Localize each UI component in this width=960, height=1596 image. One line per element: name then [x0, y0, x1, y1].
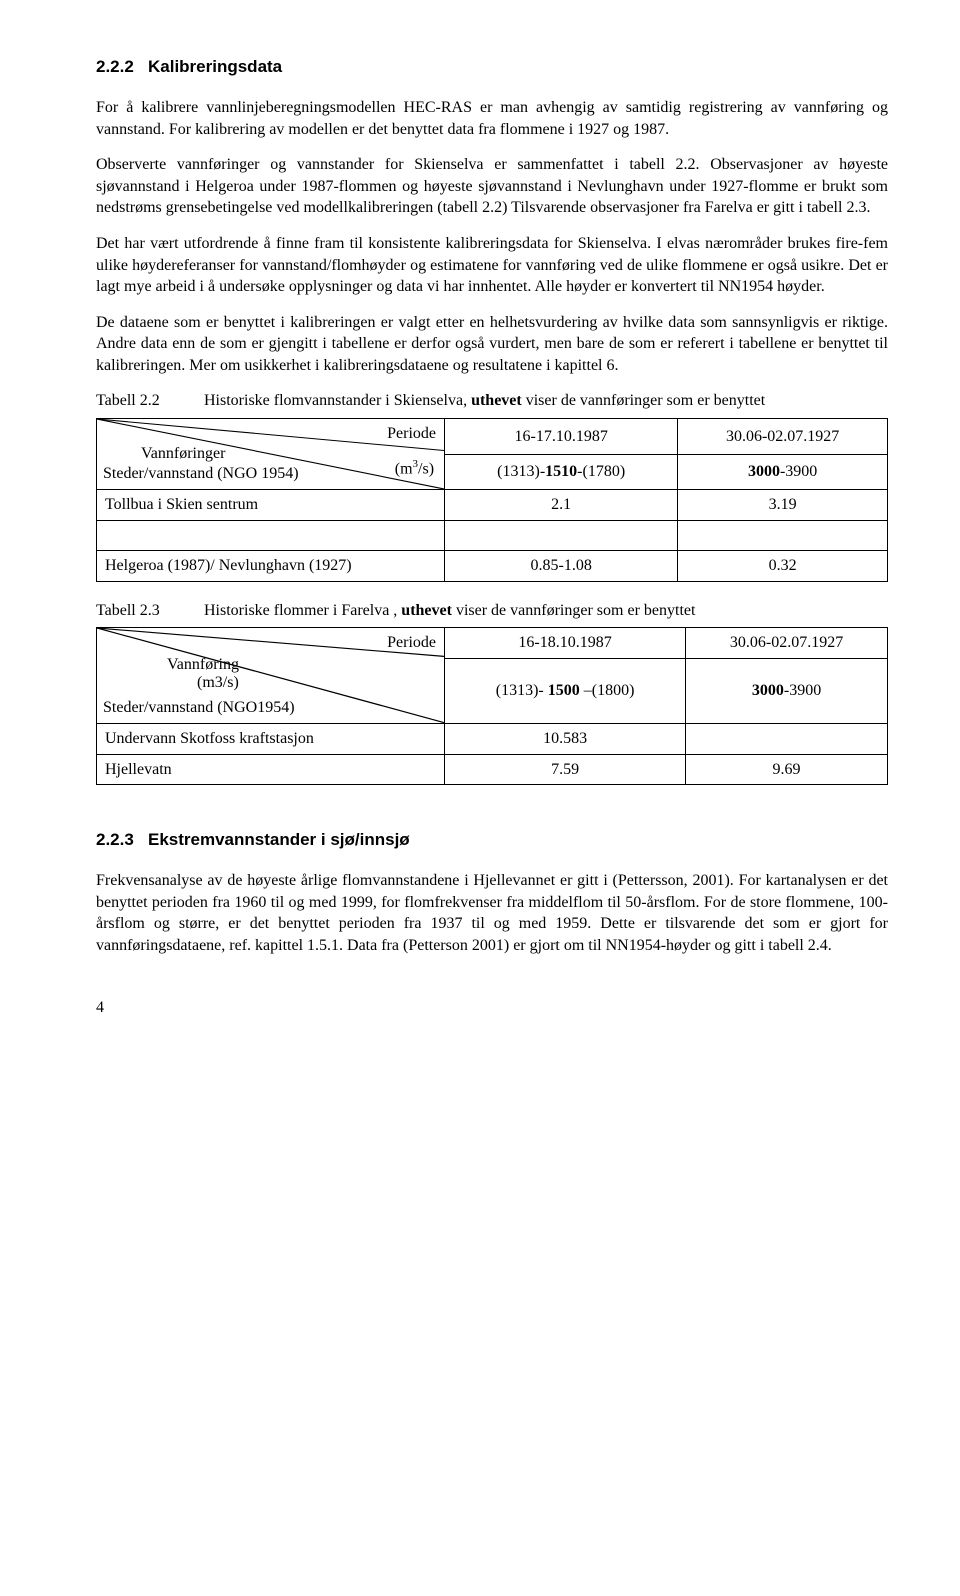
paragraph: Frekvensanalyse av de høyeste årlige flo…: [96, 870, 888, 956]
table-row: [97, 520, 888, 551]
section-number: 2.2.2: [96, 57, 134, 76]
table-cell: 7.59: [445, 754, 686, 785]
diag-steder: Steder/vannstand (NGO1954): [103, 697, 295, 719]
row-label: Tollbua i Skien sentrum: [97, 490, 445, 521]
section-title: Kalibreringsdata: [148, 57, 282, 76]
table-cell: 9.69: [686, 754, 888, 785]
table-label: Tabell 2.3: [96, 600, 204, 622]
col-header: 16-18.10.1987: [445, 628, 686, 659]
diag-unit: (m3/s): [197, 672, 239, 694]
table-cell: 3.19: [678, 490, 888, 521]
diag-header-cell: Periode Vannføring (m3/s) Steder/vannsta…: [97, 628, 445, 724]
table-22-caption: Tabell 2.2 Historiske flomvannstander i …: [96, 390, 888, 412]
row-label: Hjellevatn: [97, 754, 445, 785]
table-cell: (1313)- 1500 –(1800): [445, 659, 686, 724]
table-row: Helgeroa (1987)/ Nevlunghavn (1927) 0.85…: [97, 551, 888, 582]
table-row: Tollbua i Skien sentrum 2.1 3.19: [97, 490, 888, 521]
col-header: 16-17.10.1987: [445, 419, 678, 455]
section-222-heading: 2.2.2 Kalibreringsdata: [96, 56, 888, 79]
table-cell: [678, 520, 888, 551]
diag-periode: Periode: [387, 632, 436, 654]
section-223-heading: 2.2.3 Ekstremvannstander i sjø/innsjø: [96, 829, 888, 852]
paragraph: For å kalibrere vannlinjeberegningsmodel…: [96, 97, 888, 140]
table-22: Periode Vannføringer (m3/s) Steder/vanns…: [96, 418, 888, 582]
table-row: Periode Vannføringer (m3/s) Steder/vanns…: [97, 419, 888, 455]
section-title: Ekstremvannstander i sjø/innsjø: [148, 830, 410, 849]
table-caption-text: Historiske flomvannstander i Skienselva,…: [204, 390, 888, 412]
table-cell: 0.85-1.08: [445, 551, 678, 582]
table-cell: 3000-3900: [678, 454, 888, 490]
table-caption-text: Historiske flommer i Farelva , uthevet v…: [204, 600, 888, 622]
table-row: Hjellevatn 7.59 9.69: [97, 754, 888, 785]
table-23: Periode Vannføring (m3/s) Steder/vannsta…: [96, 627, 888, 785]
table-cell: [97, 520, 445, 551]
table-cell: [686, 724, 888, 755]
spacer: [96, 803, 888, 829]
paragraph: Observerte vannføringer og vannstander f…: [96, 154, 888, 219]
col-header: 30.06-02.07.1927: [686, 628, 888, 659]
paragraph: Det har vært utfordrende å finne fram ti…: [96, 233, 888, 298]
diag-steder: Steder/vannstand (NGO 1954): [103, 463, 299, 485]
diag-periode: Periode: [387, 423, 436, 445]
table-row: Periode Vannføring (m3/s) Steder/vannsta…: [97, 628, 888, 659]
diag-unit: (m3/s): [395, 457, 434, 480]
page-number: 4: [96, 997, 888, 1019]
table-cell: 0.32: [678, 551, 888, 582]
table-23-caption: Tabell 2.3 Historiske flommer i Farelva …: [96, 600, 888, 622]
table-cell: (1313)-1510-(1780): [445, 454, 678, 490]
table-label: Tabell 2.2: [96, 390, 204, 412]
paragraph: De dataene som er benyttet i kalibrering…: [96, 312, 888, 377]
row-label: Undervann Skotfoss kraftstasjon: [97, 724, 445, 755]
table-cell: 10.583: [445, 724, 686, 755]
table-cell: [445, 520, 678, 551]
diag-vannforinger: Vannføringer: [141, 443, 225, 465]
table-cell: 3000-3900: [686, 659, 888, 724]
row-label: Helgeroa (1987)/ Nevlunghavn (1927): [97, 551, 445, 582]
diag-header-cell: Periode Vannføringer (m3/s) Steder/vanns…: [97, 419, 445, 490]
table-cell: 2.1: [445, 490, 678, 521]
table-row: Undervann Skotfoss kraftstasjon 10.583: [97, 724, 888, 755]
col-header: 30.06-02.07.1927: [678, 419, 888, 455]
section-number: 2.2.3: [96, 830, 134, 849]
